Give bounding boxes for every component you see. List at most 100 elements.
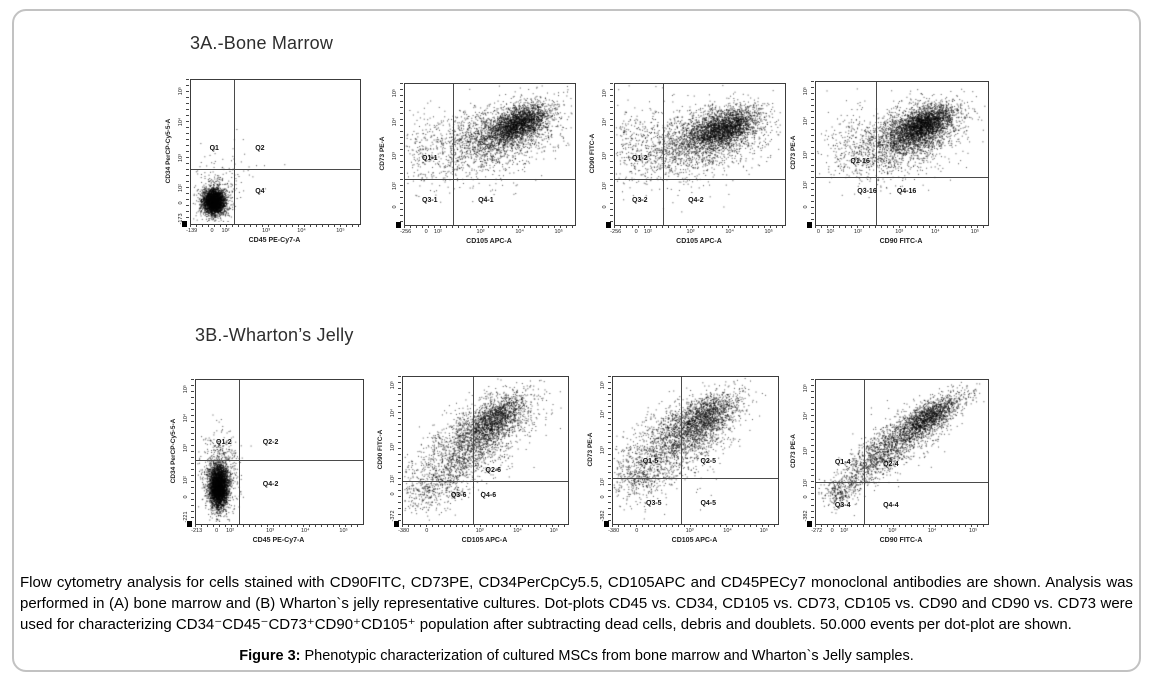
x-tick-label: 10²: [644, 229, 652, 235]
quadrant-label: Q2: [255, 144, 265, 152]
quadrant-label: Q4-2: [688, 196, 704, 204]
x-tick-marks: [195, 524, 362, 527]
y-tick-label: 0: [803, 495, 809, 499]
x-tick-label: 10³: [685, 528, 694, 534]
y-tick-label: -382: [803, 510, 809, 522]
figure-description: Flow cytometry analysis for cells staine…: [20, 574, 1133, 633]
axis-origin-marker: [182, 221, 187, 227]
quadrant-horizontal-line: [403, 481, 568, 483]
y-tick-label: 10²: [392, 181, 398, 190]
x-tick-marks: [815, 524, 987, 527]
y-axis-ticks: 10⁵ 10⁴ 10³ 10² 0 -382: [801, 379, 811, 523]
y-tick-label: 0: [602, 205, 608, 209]
x-tick-label: -139: [186, 228, 198, 234]
x-tick-label: -380: [398, 528, 410, 534]
quadrant-horizontal-line: [196, 459, 363, 461]
x-axis-ticks: -380 0 10³ 10⁴ 10⁵: [398, 528, 567, 536]
quadrant-label: Q4: [255, 188, 265, 195]
scatter-canvas: [403, 377, 566, 522]
plot-box: Q1 Q2 Q4: [190, 79, 361, 225]
y-tick-label: 10²: [390, 474, 396, 483]
y-axis-label: CD73 PE-A: [379, 136, 386, 171]
axis-origin-marker: [187, 521, 192, 527]
y-tick-label: 10³: [183, 444, 189, 453]
quadrant-label: Q3-1: [422, 196, 438, 204]
y-tick-label: 0: [178, 201, 184, 205]
plot-box: Q2-6 Q3-6 Q4-6: [402, 376, 569, 525]
x-tick-marks: [402, 524, 567, 527]
scatter-canvas: [191, 80, 358, 222]
x-tick-label: 10³: [686, 229, 695, 235]
plot-a-cd90-vs-cd73: CD73 PE-A 10⁵ 10⁴ 10³ 10² 0 Q1-16 Q3-16 Q4-16 0 10…: [789, 81, 989, 250]
x-tick-label: -256: [610, 229, 622, 235]
x-tick-label: 0: [424, 229, 428, 235]
figure-number: Figure 3:: [239, 648, 301, 664]
figure-caption-text: Phenotypic characterization of cultured …: [300, 648, 914, 664]
scatter-canvas: [613, 377, 776, 522]
y-tick-label: 10⁴: [803, 116, 809, 126]
y-tick-label: 10³: [390, 442, 396, 451]
quadrant-horizontal-line: [615, 178, 785, 180]
quadrant-label: Q3-6: [450, 491, 467, 499]
y-tick-label: 10³: [803, 447, 809, 455]
x-tick-label: 10²: [840, 528, 849, 534]
quadrant-label: Q4-2: [262, 480, 279, 488]
y-tick-label: 10⁴: [600, 409, 606, 419]
quadrant-label: Q2-5: [700, 457, 716, 465]
quadrant-horizontal-line: [613, 477, 778, 479]
x-tick-label: 10⁴: [297, 228, 306, 234]
y-tick-marks: [186, 79, 189, 223]
x-axis-label: CD45 PE-Cy7-A: [252, 537, 305, 544]
x-axis-label: CD105 APC-A: [461, 537, 508, 544]
plot-a-cd105-vs-cd73: CD73 PE-A 10⁵ 10⁴ 10³ 10² 0 Q1-1 Q3-1 Q4-1 -256 0 1…: [378, 83, 576, 250]
y-axis-label: CD34 PerCP-Cy5-5-A: [170, 418, 177, 484]
plot-a-cd105-vs-cd90: CD90 FITC-A 10⁵ 10⁴ 10³ 10² 0 Q1-2 Q3-2 Q4-2 -256…: [588, 83, 786, 250]
x-tick-label: 0: [210, 228, 214, 234]
y-tick-label: 0: [390, 492, 396, 496]
y-tick-marks: [610, 83, 613, 224]
y-tick-label: 10⁴: [183, 413, 189, 423]
y-tick-label: 10⁵: [183, 384, 189, 394]
y-tick-marks: [398, 376, 401, 523]
quadrant-label: Q2-6: [485, 466, 502, 474]
y-tick-label: 10³: [600, 445, 606, 454]
x-tick-label: 10¹: [826, 229, 835, 235]
x-tick-label: 0: [425, 528, 429, 534]
x-tick-label: 10⁵: [970, 229, 980, 235]
x-axis-label: CD90 FITC-A: [879, 238, 923, 245]
plot-b-cd90-vs-cd73: CD73 PE-A 10⁵ 10⁴ 10³ 10² 0 -382 Q1-4 Q2-4 Q3-4 Q4…: [789, 379, 989, 549]
quadrant-vertical-line: [453, 84, 455, 225]
x-tick-label: 10³: [266, 528, 275, 534]
x-tick-label: 10⁵: [336, 228, 345, 234]
quadrant-label: Q3-2: [632, 196, 648, 204]
scatter-canvas: [196, 380, 361, 522]
y-tick-label: 10⁴: [392, 118, 398, 127]
quadrant-label: Q3-4: [834, 502, 851, 510]
y-axis-label: CD90 FITC-A: [377, 429, 384, 470]
x-axis-ticks: -139 0 10² 10³ 10⁴ 10⁵: [186, 228, 359, 236]
axis-origin-marker: [396, 222, 401, 228]
y-tick-marks: [400, 83, 403, 224]
x-tick-label: 10²: [226, 528, 235, 534]
y-tick-label: 10²: [178, 184, 184, 193]
y-axis-label: CD34 PerCP-Cy5-5-A: [165, 118, 172, 184]
y-tick-marks: [191, 379, 194, 523]
y-tick-label: 0: [600, 495, 606, 499]
x-tick-label: 10⁴: [723, 528, 732, 534]
x-axis-ticks: -272 0 10² 10³ 10⁴ 10⁵: [811, 528, 987, 536]
quadrant-label: Q1: [209, 144, 219, 152]
y-axis-ticks: 10⁵ 10⁴ 10³ 10² 0 -221: [181, 379, 191, 523]
quadrant-vertical-line: [680, 377, 682, 524]
y-tick-marks: [811, 379, 814, 523]
y-axis-ticks: 10⁵ 10⁴ 10³ 10² 0 -173: [176, 79, 186, 224]
scatter-canvas: [816, 380, 986, 522]
quadrant-label: Q1-1: [422, 154, 438, 162]
quadrant-label: Q2-4: [883, 460, 899, 468]
x-tick-label: 10⁵: [549, 528, 558, 534]
x-tick-label: 0: [215, 528, 219, 534]
quadrant-label: Q4-16: [896, 187, 917, 195]
quadrant-horizontal-line: [405, 178, 575, 180]
plot-b-cd45-vs-cd34: CD34 PerCP-Cy5-5-A 10⁵ 10⁴ 10³ 10² 0 -221 Q1-2 Q…: [169, 379, 364, 549]
quadrant-label: Q4-4: [883, 502, 899, 510]
y-axis-label: CD73 PE-A: [790, 434, 797, 468]
